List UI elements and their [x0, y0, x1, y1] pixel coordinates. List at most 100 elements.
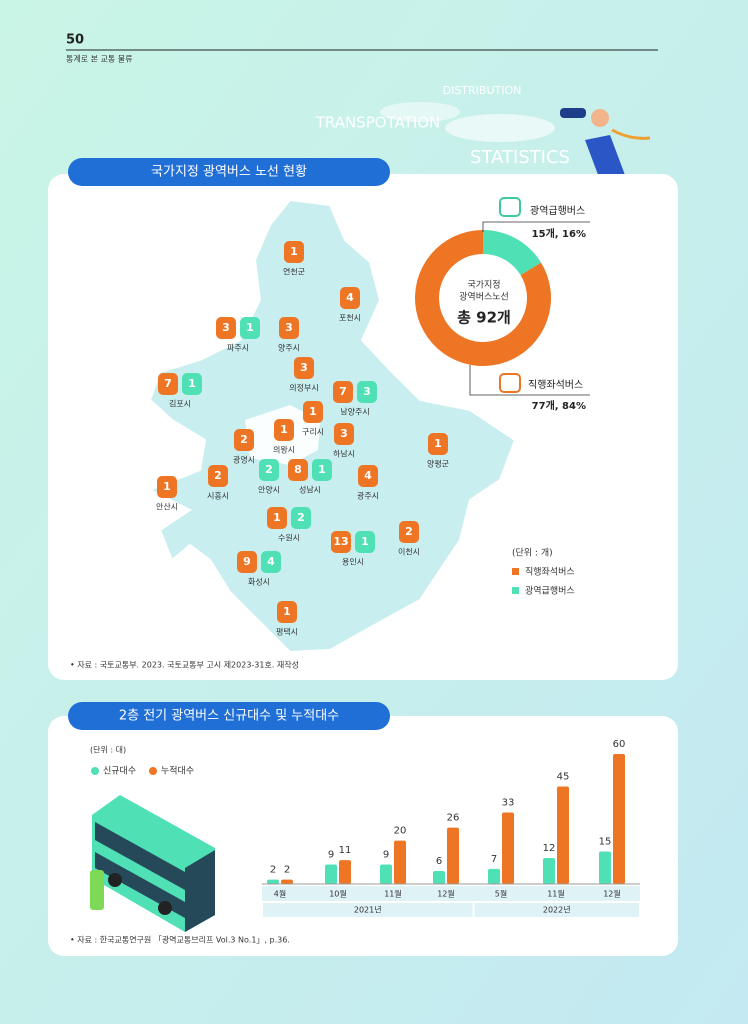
value-label: 6: [436, 856, 442, 867]
region-count: 3: [363, 385, 371, 398]
region-count: 8: [294, 463, 302, 476]
region-name: 구리시: [302, 428, 324, 437]
region-icon: [294, 357, 314, 379]
region-count: 3: [300, 361, 308, 374]
region-icon: [274, 419, 294, 441]
region-icon: [340, 287, 360, 309]
bar: [488, 868, 500, 884]
region-name: 남양주시: [340, 408, 369, 417]
x-tick-label: 5월: [495, 889, 507, 899]
value-label: 9: [383, 850, 389, 861]
region-count: 2: [265, 463, 273, 476]
region-icon: [208, 465, 228, 487]
region-count: 1: [283, 605, 291, 618]
value-label: 2: [270, 865, 276, 876]
region-icon: [240, 317, 260, 339]
region-name: 하남시: [333, 449, 355, 459]
value-label: 45: [557, 772, 570, 783]
value-label: 2: [284, 865, 290, 876]
value-label: 11: [339, 845, 352, 856]
bar: [433, 871, 445, 884]
region-name: 의정부시: [289, 383, 318, 393]
region-icon: [284, 241, 304, 263]
section-title: 국가지정 광역버스 노선 현황: [151, 165, 307, 180]
chart-title: 2층 전기 광역버스 신규대수 및 누적대수: [119, 709, 339, 724]
region-icon: [291, 507, 311, 529]
region-count: 4: [267, 555, 275, 568]
person-illustration: [560, 108, 651, 180]
region-icon: [358, 465, 378, 487]
map-shape: [147, 198, 517, 654]
title-pill: [68, 702, 390, 730]
region-count: 1: [188, 377, 196, 390]
region-name: 안양시: [258, 485, 280, 495]
donut-value: 15개, 16%: [532, 227, 586, 240]
bar-chart: 신규대수 2 9 9 6 7 12 15 누적대수 2 11 20 26 33 45 60 4월 10월 11월 12…: [91, 739, 640, 917]
region-name: 화성시: [248, 578, 270, 587]
legend-item: 광역급행버스: [525, 585, 575, 597]
region-icon: [331, 531, 351, 553]
region-icon: [333, 381, 353, 403]
source: • 자료 : 한국교통연구원 「광역교통브리프 Vol.3 No.1」, p.3…: [70, 935, 290, 945]
value-label: 12: [543, 843, 556, 854]
region-name: 포천시: [339, 313, 361, 323]
decor-word: TRANSPOTATION: [315, 114, 441, 132]
x-tick-label: 4월: [274, 889, 286, 899]
value-label: 33: [502, 798, 515, 809]
region-count: 1: [280, 423, 288, 436]
region-icon: [259, 459, 279, 481]
region-name: 이천시: [398, 547, 420, 557]
decor-word: STATISTICS: [470, 147, 570, 168]
bar: [267, 879, 279, 884]
x-tick-label: 10월: [329, 889, 347, 899]
donut-center: 국가지정: [467, 280, 500, 291]
value-label: 26: [447, 813, 460, 824]
region-name: 시흥시: [207, 491, 229, 501]
value-label: 9: [328, 850, 334, 861]
region-count: 3: [222, 321, 230, 334]
region-count: 2: [297, 511, 305, 524]
region-count: 7: [164, 377, 172, 390]
region-name: 용인시: [342, 557, 364, 567]
bar: [502, 812, 514, 884]
bar: [394, 840, 406, 884]
bar: [380, 864, 392, 884]
leader-line: [482, 221, 590, 232]
region-count: 2: [240, 433, 248, 446]
group-band: [474, 903, 639, 917]
region-name: 양주시: [278, 344, 300, 353]
region-icon: [182, 373, 202, 395]
region-icon: [234, 429, 254, 451]
region-name: 안산시: [156, 502, 178, 512]
donut-value: 77개, 84%: [532, 399, 586, 412]
region-name: 광명시: [233, 455, 255, 465]
bus-illustration: [90, 795, 215, 932]
cloud: [380, 102, 460, 122]
donut-total: 총 92개: [457, 309, 511, 327]
x-tick-label: 12월: [437, 889, 455, 899]
bus-icon: [499, 373, 521, 393]
value-label: 15: [599, 837, 612, 848]
x-tick-label: 12월: [603, 889, 621, 899]
decor-word: DISTRIBUTION: [443, 84, 522, 97]
title-pill: [68, 158, 390, 186]
region-name: 김포시: [169, 399, 191, 409]
region-icon: [355, 531, 375, 553]
donut-center: 광역버스노선: [459, 291, 509, 303]
region-icon: [277, 601, 297, 623]
region-count: 4: [346, 291, 354, 304]
legend-swatch: [149, 767, 157, 775]
cloud: [445, 114, 555, 142]
region-icon: [357, 381, 377, 403]
region-count: 1: [290, 245, 298, 258]
bar: [543, 858, 555, 884]
region-name: 파주시: [227, 344, 249, 353]
region-count: 4: [364, 469, 372, 482]
category-band: [262, 886, 640, 901]
group-band: [263, 903, 473, 917]
region-name: 평택시: [276, 627, 298, 637]
region-count: 7: [339, 385, 347, 398]
